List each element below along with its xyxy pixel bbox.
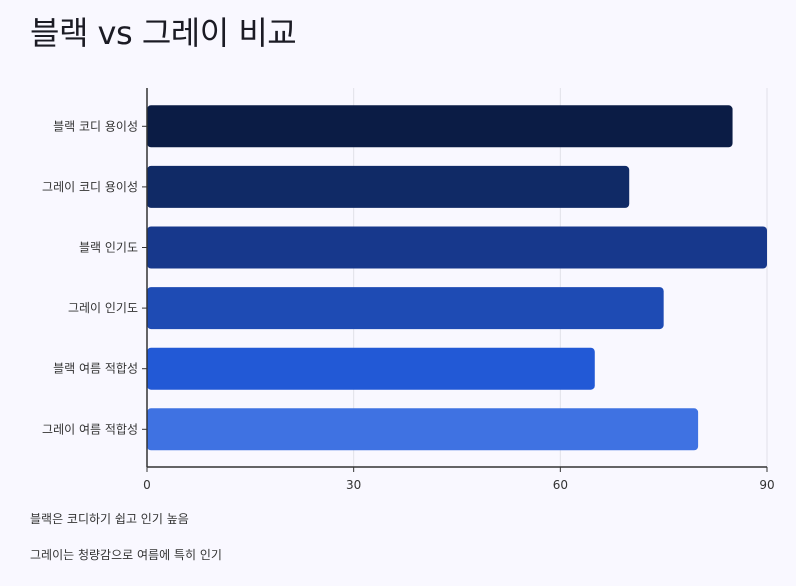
category-label-0: 블랙 코디 용이성 xyxy=(53,119,138,133)
page-title: 블랙 vs 그레이 비교 xyxy=(30,14,297,52)
category-label-4: 블랙 여름 적합성 xyxy=(53,362,138,376)
note-1: 블랙은 코디하기 쉽고 인기 높음 xyxy=(30,512,189,526)
bar-1 xyxy=(147,165,630,208)
bar-5 xyxy=(147,408,699,451)
x-tick-labels: 0 30 60 90 xyxy=(143,478,774,492)
x-tick-label-60: 60 xyxy=(553,478,568,492)
category-label-3: 그레이 인기도 xyxy=(68,301,138,315)
x-tick-label-30: 30 xyxy=(346,478,361,492)
bar-2 xyxy=(147,226,767,269)
bars xyxy=(147,105,767,451)
axes xyxy=(142,88,768,472)
grid-lines xyxy=(353,88,768,467)
bar-3 xyxy=(147,287,664,330)
note-2: 그레이는 청량감으로 여름에 특히 인기 xyxy=(30,548,222,562)
x-tick-label-90: 90 xyxy=(759,478,774,492)
bar-0 xyxy=(147,105,733,148)
category-label-2: 블랙 인기도 xyxy=(79,241,138,255)
x-tick-label-0: 0 xyxy=(143,478,151,492)
bar-4 xyxy=(147,347,595,390)
category-label-1: 그레이 코디 용이성 xyxy=(42,180,138,194)
category-label-5: 그레이 여름 적합성 xyxy=(42,422,138,436)
